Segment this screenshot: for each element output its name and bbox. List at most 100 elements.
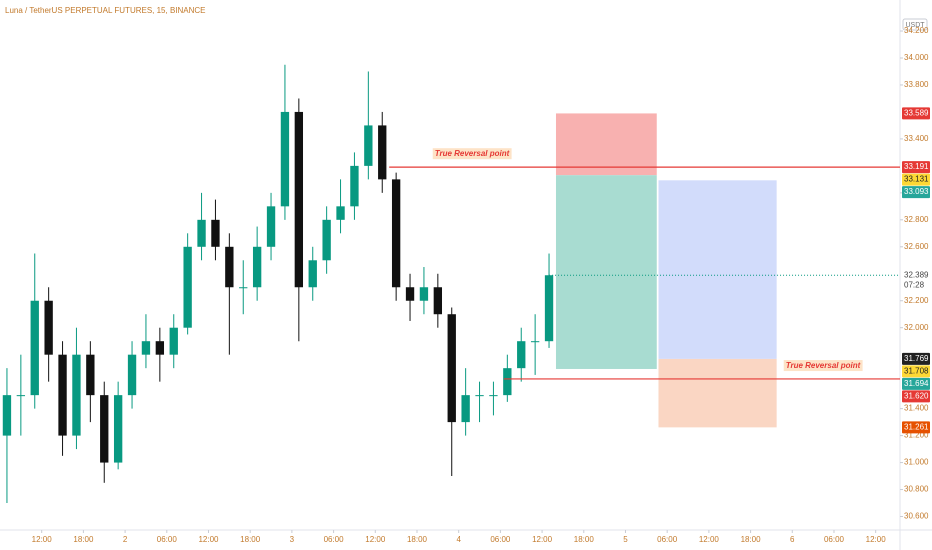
candle-body bbox=[16, 395, 26, 397]
candle-body bbox=[86, 354, 95, 396]
candle-body bbox=[391, 179, 401, 288]
x-tick-label: 18:00 bbox=[240, 535, 261, 544]
x-tick-label: 5 bbox=[623, 535, 628, 544]
candle-body bbox=[544, 275, 554, 342]
price-label: 31.620 bbox=[904, 391, 929, 400]
candle-body bbox=[225, 246, 234, 288]
price-label: 33.093 bbox=[904, 187, 929, 196]
candle-body bbox=[503, 368, 512, 396]
candle-body bbox=[252, 246, 262, 288]
candle-body bbox=[350, 165, 359, 207]
x-tick-label: 06:00 bbox=[824, 535, 845, 544]
price-label-bg bbox=[902, 107, 930, 120]
x-tick-label: 12:00 bbox=[198, 535, 219, 544]
unit-box bbox=[902, 18, 928, 31]
annotation: True Reversal point bbox=[435, 149, 510, 158]
price-label-bg bbox=[902, 161, 930, 174]
x-tick-label: 12:00 bbox=[699, 535, 720, 544]
candle-body bbox=[2, 395, 12, 436]
price-label-bg bbox=[902, 352, 930, 365]
candle-body bbox=[433, 287, 443, 315]
candle-body bbox=[58, 354, 67, 436]
price-label: 33.589 bbox=[904, 109, 929, 118]
x-tick-label: 6 bbox=[790, 535, 795, 544]
target-zone bbox=[658, 180, 777, 359]
y-tick-label: 31.200 bbox=[904, 431, 929, 440]
x-tick-label: 18:00 bbox=[73, 535, 94, 544]
candle-body bbox=[113, 395, 123, 463]
candle-body bbox=[141, 341, 151, 355]
candle-body bbox=[100, 395, 109, 463]
candle-body bbox=[517, 341, 526, 369]
stop-zone bbox=[555, 113, 657, 176]
candle-body bbox=[197, 219, 206, 247]
candle-body bbox=[183, 246, 192, 328]
x-tick-label: 06:00 bbox=[490, 535, 511, 544]
price-label: 31.708 bbox=[904, 366, 929, 375]
candle-body bbox=[530, 341, 540, 343]
x-tick-label: 3 bbox=[290, 535, 295, 544]
candle-body bbox=[322, 219, 331, 261]
candle-body bbox=[419, 287, 429, 301]
price-label-bg bbox=[902, 421, 930, 434]
candle-body bbox=[211, 219, 220, 247]
price-label-bg bbox=[902, 186, 930, 199]
candle-body bbox=[280, 111, 290, 207]
candle-body bbox=[461, 395, 470, 423]
x-tick-label: 2 bbox=[123, 535, 128, 544]
stop-zone bbox=[658, 358, 777, 428]
x-tick-label: 06:00 bbox=[157, 535, 178, 544]
annotation-bg bbox=[783, 360, 863, 372]
candle-body bbox=[308, 260, 317, 288]
candle-body bbox=[127, 354, 137, 396]
chart-title: Luna / TetherUS PERPETUAL FUTURES, 15, B… bbox=[5, 6, 206, 15]
y-tick-label: 32.600 bbox=[904, 242, 929, 251]
candle-body bbox=[489, 395, 498, 397]
x-tick-label: 06:00 bbox=[657, 535, 678, 544]
candle-body bbox=[72, 354, 81, 436]
y-tick-label: 32.800 bbox=[904, 215, 929, 224]
price-label: 31.694 bbox=[904, 379, 929, 388]
last-price-label: 32.389 bbox=[904, 270, 929, 279]
price-label: 33.191 bbox=[904, 162, 929, 171]
candle-body bbox=[364, 125, 373, 166]
price-label: 31.261 bbox=[904, 422, 929, 431]
x-tick-label: 06:00 bbox=[324, 535, 345, 544]
target-zone bbox=[555, 175, 657, 369]
price-label: 33.131 bbox=[904, 175, 929, 184]
x-tick-label: 4 bbox=[456, 535, 461, 544]
candle-body bbox=[169, 327, 178, 355]
candle-body bbox=[266, 206, 276, 247]
y-tick-label: 32.200 bbox=[904, 296, 929, 305]
y-tick-label: 34.200 bbox=[904, 26, 929, 35]
y-tick-label: 31.400 bbox=[904, 404, 929, 413]
annotation: True Reversal point bbox=[786, 361, 861, 370]
y-tick-label: 33.800 bbox=[904, 80, 929, 89]
candle-body bbox=[294, 111, 304, 288]
countdown-label: 07:28 bbox=[904, 280, 925, 289]
candle-body bbox=[239, 287, 248, 289]
candle-body bbox=[44, 300, 53, 355]
candle-body bbox=[30, 300, 39, 396]
price-label-bg bbox=[902, 390, 930, 403]
x-tick-label: 18:00 bbox=[407, 535, 428, 544]
price-label: 31.769 bbox=[904, 354, 929, 363]
x-tick-label: 18:00 bbox=[741, 535, 762, 544]
candle-body bbox=[447, 314, 456, 423]
x-tick-label: 12:00 bbox=[365, 535, 386, 544]
candle-body bbox=[378, 125, 387, 180]
candle-body bbox=[475, 395, 484, 397]
price-label-bg bbox=[902, 173, 930, 186]
candle-body bbox=[336, 206, 345, 220]
y-tick-label: 34.000 bbox=[904, 53, 929, 62]
x-tick-label: 18:00 bbox=[574, 535, 595, 544]
unit-label: USDT bbox=[905, 22, 925, 29]
y-tick-label: 30.800 bbox=[904, 485, 929, 494]
y-tick-label: 33.400 bbox=[904, 134, 929, 143]
x-tick-label: 12:00 bbox=[532, 535, 553, 544]
y-tick-label: 30.600 bbox=[904, 512, 929, 521]
annotation-bg bbox=[432, 148, 512, 160]
price-label-bg bbox=[902, 365, 930, 378]
